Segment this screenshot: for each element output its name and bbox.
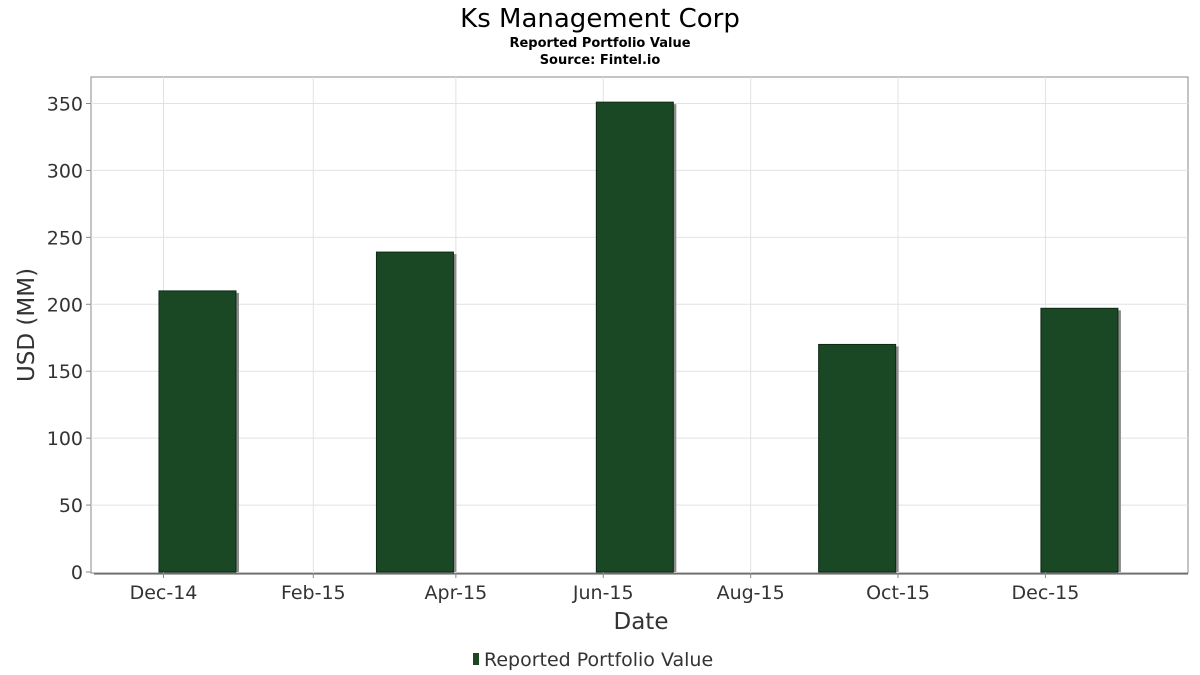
- bar: [595, 101, 674, 573]
- y-axis-label: USD (MM): [14, 268, 40, 382]
- y-tick-label: 300: [47, 160, 83, 182]
- bar: [1040, 307, 1119, 573]
- chart-title: Ks Management Corp: [460, 4, 740, 34]
- x-tick-label: Dec-15: [1012, 582, 1080, 604]
- bar: [818, 343, 897, 573]
- legend-label: Reported Portfolio Value: [484, 649, 713, 671]
- legend-swatch: [473, 653, 479, 665]
- x-tick-label: Aug-15: [717, 582, 785, 604]
- y-tick-label: 250: [47, 227, 83, 249]
- x-tick-label: Feb-15: [281, 582, 346, 604]
- bar: [375, 251, 454, 573]
- x-axis-label: Date: [614, 609, 669, 635]
- y-tick-label: 0: [71, 562, 83, 584]
- y-tick-label: 50: [59, 495, 83, 517]
- y-tick-label: 100: [47, 428, 83, 450]
- legend: Reported Portfolio Value: [473, 649, 713, 671]
- bars: [158, 101, 1121, 573]
- y-tick-label: 200: [47, 294, 83, 316]
- x-tick-label: Dec-14: [130, 582, 198, 604]
- y-axis-ticks: 0 50 100 150 200 250 300 350: [47, 94, 91, 584]
- y-tick-label: 150: [47, 361, 83, 383]
- x-tick-label: Oct-15: [866, 582, 930, 604]
- chart-source: Source: Fintel.io: [540, 53, 661, 68]
- x-tick-label: Jun-15: [572, 582, 634, 604]
- x-tick-label: Apr-15: [425, 582, 488, 604]
- bar: [158, 290, 237, 573]
- y-tick-label: 350: [47, 94, 83, 116]
- chart-subtitle: Reported Portfolio Value: [509, 36, 690, 51]
- x-axis-ticks: Dec-14 Feb-15 Apr-15 Jun-15 Aug-15 Oct-15 Dec-…: [130, 573, 1080, 604]
